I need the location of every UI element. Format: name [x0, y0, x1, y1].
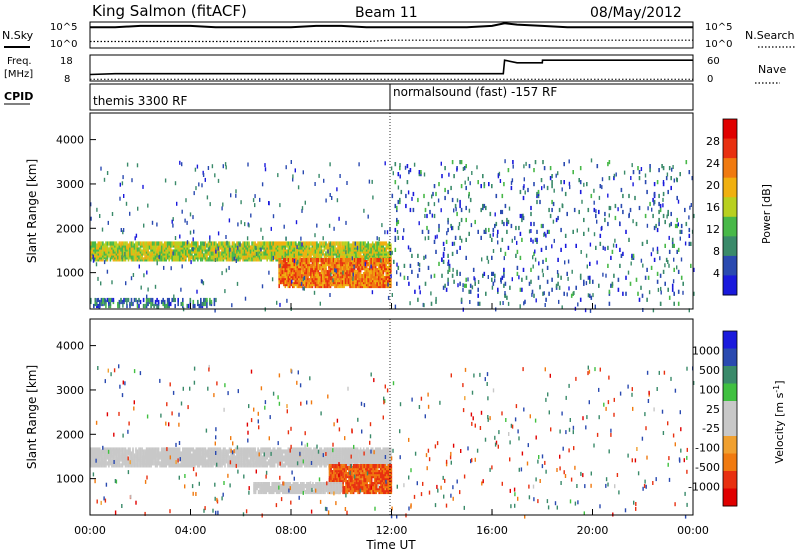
- nsearch-series-line: [90, 39, 693, 43]
- freq-tick-lo: 8: [64, 74, 70, 85]
- nsky-series-line: [90, 22, 693, 29]
- noise-tick-lo-right: 10^0: [705, 39, 732, 50]
- nave-tick-lo: 0: [707, 74, 713, 85]
- colorbar-segment: [723, 418, 737, 437]
- colorbar-tick-label: -25: [702, 422, 720, 435]
- cpid-panel: [89, 83, 694, 111]
- power-ylabel: Slant Range [km]: [25, 159, 39, 263]
- colorbar-tick-label: 24: [706, 157, 720, 170]
- colorbar-tick-label: 4: [713, 267, 720, 280]
- colorbar-segment: [723, 453, 737, 472]
- velocity-cbar-label: Velocity [m s-1]: [772, 380, 787, 463]
- noise-tick-lo-left: 10^0: [50, 39, 77, 50]
- noise-panel: [89, 21, 694, 49]
- colorbar-segment: [723, 158, 737, 179]
- x-tick-label: 20:00: [577, 524, 609, 537]
- cpid-segment-1: themis 3300 RF: [93, 94, 187, 108]
- power-cbar-label: Power [dB]: [760, 184, 773, 244]
- colorbar-segment: [723, 177, 737, 198]
- colorbar-tick-label: 12: [706, 223, 720, 236]
- colorbar-tick-label: 100: [699, 383, 720, 396]
- y-tick-label: 2000: [56, 428, 84, 441]
- x-tick-label: 04:00: [175, 524, 207, 537]
- y-tick-label: 1000: [56, 473, 84, 486]
- x-tick-label: 08:00: [275, 524, 307, 537]
- colorbar-segment: [723, 331, 737, 349]
- colorbar-segment: [723, 366, 737, 384]
- colorbar-segment: [723, 255, 737, 276]
- colorbar-tick-label: 16: [706, 201, 720, 214]
- colorbar-segment: [723, 436, 737, 454]
- colorbar-segment: [723, 471, 737, 489]
- freq-unit-label: [MHz]: [4, 69, 33, 80]
- nave-tick-hi: 60: [707, 56, 720, 67]
- heatmap-speckle: [92, 364, 695, 519]
- colorbar-segment: [723, 197, 737, 218]
- colorbar-tick-label: 8: [713, 245, 720, 258]
- colorbar-frame: [722, 118, 738, 296]
- heatmap-speckle: [90, 158, 694, 313]
- colorbar-segment: [723, 488, 737, 507]
- x-axis-label: Time UT: [365, 538, 416, 552]
- nsky-label: N.Sky: [2, 29, 34, 42]
- y-tick-label: 2000: [56, 222, 84, 235]
- colorbar-tick-label: 25: [706, 403, 720, 416]
- freq-label: Freq.: [7, 56, 32, 67]
- colorbar-tick-label: 1000: [692, 344, 720, 357]
- heatmap-feature: [90, 297, 217, 309]
- freq-panel: [89, 54, 694, 82]
- colorbar-tick-label: -1000: [688, 481, 720, 494]
- nave-label: Nave: [758, 63, 786, 76]
- x-tick-label: 16:00: [476, 524, 508, 537]
- cpid-segment-2: normalsound (fast) -157 RF: [393, 85, 557, 99]
- colorbar-segment: [723, 275, 737, 296]
- colorbar-segment: [723, 348, 737, 367]
- colorbar-segment: [723, 236, 737, 257]
- y-tick-label: 1000: [56, 267, 84, 280]
- colorbar-tick-label: -500: [695, 461, 720, 474]
- x-tick-label: 00:00: [677, 524, 709, 537]
- velocity-ylabel: Slant Range [km]: [25, 365, 39, 469]
- colorbar-segment: [723, 383, 737, 402]
- colorbar-frame: [722, 330, 738, 507]
- colorbar-tick-label: -100: [695, 442, 720, 455]
- beam-title: Beam 11: [355, 5, 418, 21]
- heatmap-feature: [391, 160, 695, 306]
- cpid-label: CPID: [4, 90, 33, 103]
- colorbar-tick-label: 28: [706, 135, 720, 148]
- date-title: 08/May/2012: [590, 5, 682, 21]
- x-tick-label: 12:00: [376, 524, 408, 537]
- y-tick-label: 3000: [56, 178, 84, 191]
- nsearch-label: N.Search: [745, 29, 795, 42]
- freq-tick-hi: 18: [60, 56, 73, 67]
- heatmap-feature: [253, 482, 343, 495]
- colorbar-segment: [723, 216, 737, 237]
- y-tick-label: 4000: [56, 134, 84, 147]
- colorbar-segment: [723, 119, 737, 140]
- y-tick-label: 3000: [56, 384, 84, 397]
- y-tick-label: 4000: [56, 340, 84, 353]
- station-title: King Salmon (fitACF): [92, 2, 247, 20]
- colorbar-tick-label: 500: [699, 364, 720, 377]
- colorbar-tick-label: 20: [706, 179, 720, 192]
- noise-tick-hi-left: 10^5: [50, 22, 77, 33]
- colorbar-segment: [723, 138, 737, 159]
- heatmap-feature: [90, 447, 392, 468]
- freq-series-line: [89, 59, 693, 76]
- x-tick-label: 00:00: [74, 524, 106, 537]
- colorbar-segment: [723, 401, 737, 419]
- heatmap-feature: [278, 258, 392, 289]
- noise-tick-hi-right: 10^5: [705, 22, 732, 33]
